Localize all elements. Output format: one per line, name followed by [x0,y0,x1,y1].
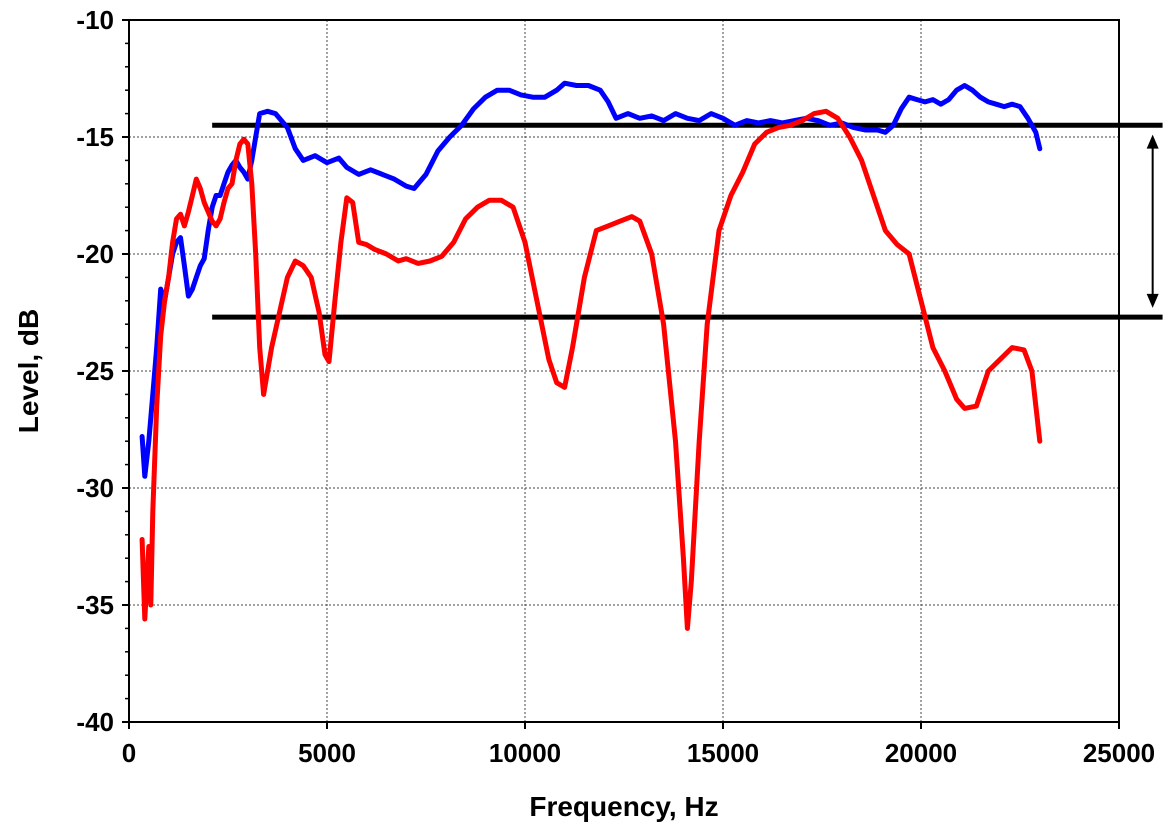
x-tick-label: 10000 [489,738,561,768]
range-arrow-head-top [1146,134,1159,149]
grid [129,20,1119,722]
x-tick-label: 0 [122,738,136,768]
y-tick-label: -25 [76,356,114,386]
x-axis-title: Frequency, Hz [529,791,718,822]
y-tick-label: -10 [76,5,114,35]
y-tick-label: -40 [76,707,114,737]
y-axis-title: Level, dB [13,309,44,433]
series [139,80,1043,631]
y-tick-label: -30 [76,473,114,503]
axis-ticks: 0 5000 10000 15000 20000 25000 -10 -15 -20 -25 -30… [76,5,1155,768]
x-tick-label: 15000 [687,738,759,768]
x-tick-label: 20000 [885,738,957,768]
range-arrow-head-bottom [1146,293,1159,308]
x-tick-label: 5000 [298,738,356,768]
series-line-2 [139,108,1043,631]
y-tick-label: -15 [76,122,114,152]
x-tick-label: 25000 [1083,738,1155,768]
y-tick-label: -35 [76,590,114,620]
y-tick-label: -20 [76,239,114,269]
range-arrow [1146,134,1159,308]
reference-lines [212,122,1163,320]
